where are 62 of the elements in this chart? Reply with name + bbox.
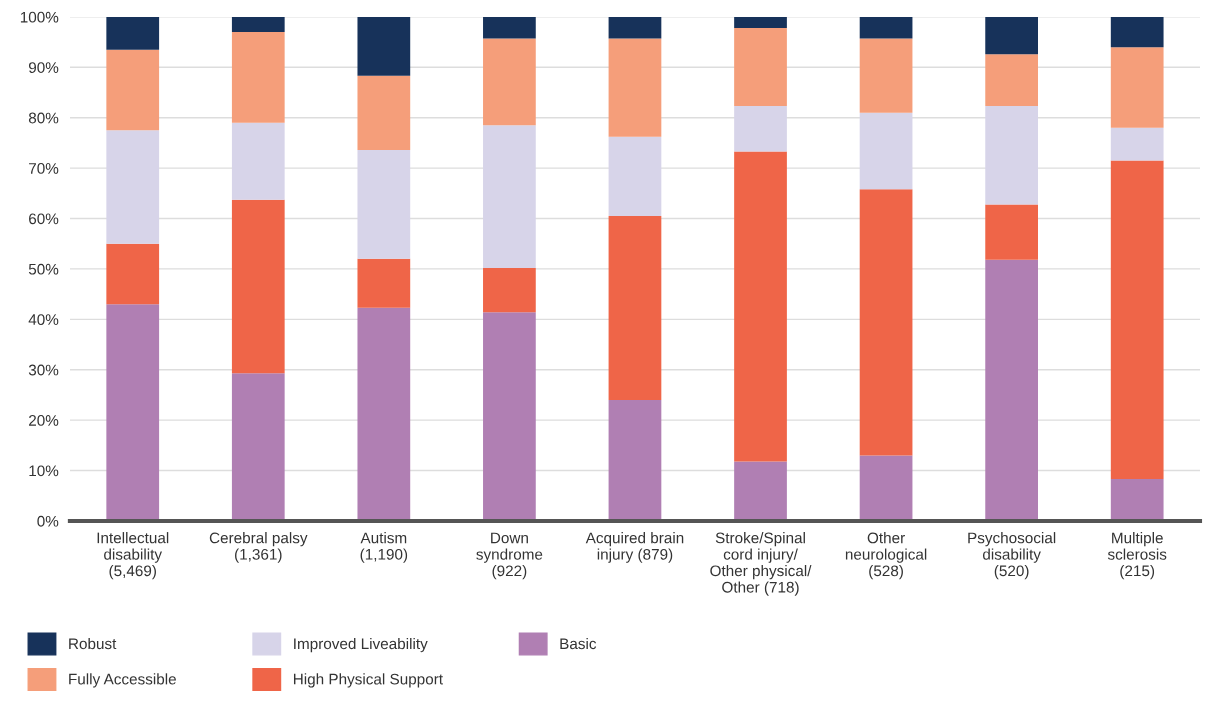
x-tick-label: Down syndrome (922)	[476, 532, 543, 580]
y-tick-label: 100%	[20, 11, 59, 23]
bar	[734, 151, 787, 462]
bar	[1110, 479, 1164, 521]
bar	[608, 216, 662, 400]
bar	[231, 199, 285, 374]
bar	[985, 54, 1038, 107]
y-tick-label: 90%	[28, 62, 59, 73]
bar	[985, 16, 1038, 55]
bar	[231, 16, 285, 33]
x-tick-label: Psychosocial disability (520)	[968, 532, 1056, 580]
bar	[106, 16, 160, 50]
legend-label: Robust	[69, 637, 117, 650]
bar	[1110, 16, 1164, 48]
x-tick-label: Autism (1,190)	[360, 532, 408, 563]
x-tick-label: Other neurological (528)	[845, 532, 927, 580]
x-tick-label: Multiple sclerosis (215)	[1107, 532, 1167, 580]
bar	[357, 16, 411, 76]
bar	[608, 399, 662, 521]
x-tick-label: Acquired brain injury (879)	[585, 532, 684, 563]
legend-label: Basic	[560, 637, 597, 650]
x-tick-label: Cerebral palsy (1,361)	[209, 532, 308, 563]
bar	[734, 27, 787, 107]
bar	[859, 189, 913, 456]
bar	[985, 259, 1038, 521]
bar	[985, 204, 1038, 260]
y-tick-label: 0%	[37, 515, 59, 527]
y-tick-label: 20%	[29, 415, 59, 426]
y-tick-label: 30%	[28, 364, 59, 376]
y-tick-label: 60%	[29, 213, 59, 225]
x-tick-label: Stroke/Spinal cord injury/ Other physical/ Other (718)	[710, 532, 812, 596]
bar	[106, 243, 160, 305]
bar	[1110, 127, 1164, 161]
y-tick-label: 40%	[28, 314, 59, 326]
y-tick-label: 70%	[29, 162, 59, 174]
bar	[483, 38, 536, 126]
bar	[483, 16, 536, 39]
bar	[859, 16, 913, 39]
y-tick-label: 50%	[28, 263, 59, 275]
legend-label: High Physical Support	[293, 673, 443, 688]
bar	[231, 373, 285, 521]
bar	[734, 461, 787, 521]
bar	[357, 307, 411, 521]
bar	[483, 312, 536, 521]
bar	[859, 455, 913, 521]
bar	[106, 49, 160, 131]
bar	[1110, 47, 1164, 128]
bar	[357, 258, 411, 308]
legend-label: Improved Liveability	[294, 637, 428, 653]
bar	[106, 304, 160, 521]
bar	[859, 38, 913, 113]
legend-label: Fully Accessible	[69, 673, 176, 688]
x-tick-label: Intellectual disability (5,469)	[97, 532, 169, 580]
bar	[734, 16, 787, 28]
y-tick-label: 80%	[28, 112, 59, 124]
bar	[231, 32, 285, 123]
y-tick-label: 10%	[29, 465, 59, 477]
bar	[608, 38, 662, 137]
bar	[357, 75, 411, 150]
bar	[483, 267, 536, 313]
bar	[1110, 160, 1164, 480]
bar	[608, 16, 662, 39]
